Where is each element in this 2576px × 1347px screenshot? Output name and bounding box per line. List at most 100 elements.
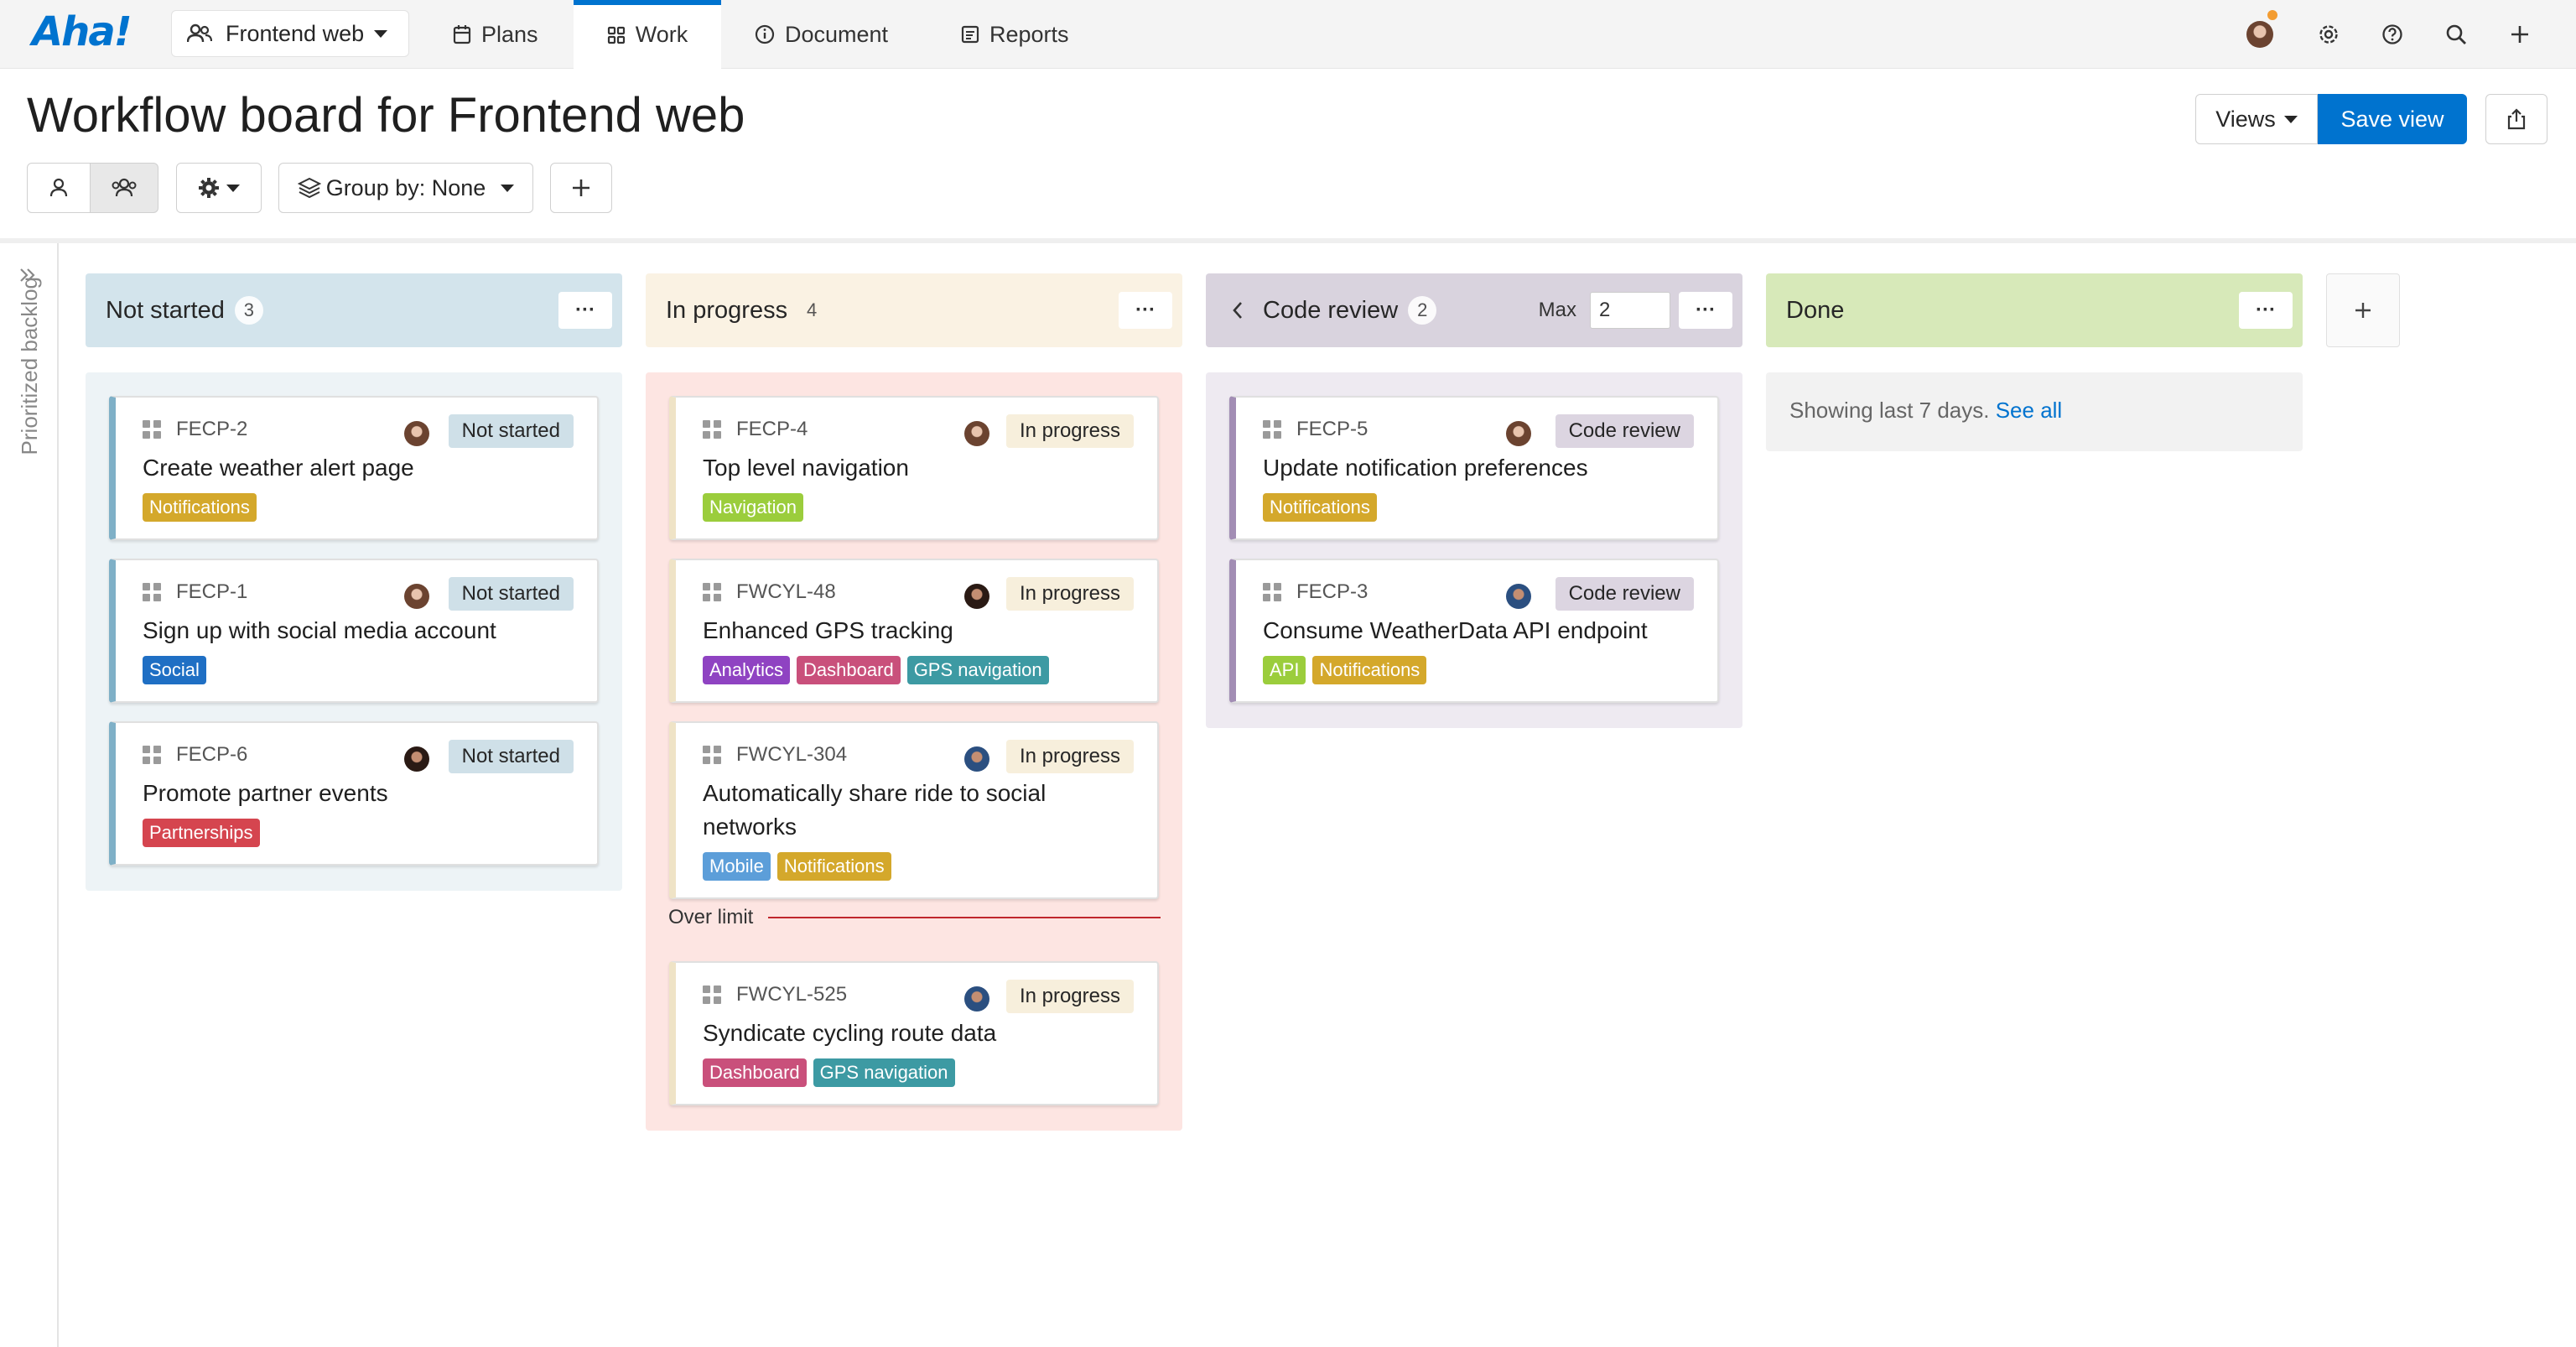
add-view-item-button[interactable]: [550, 163, 612, 213]
add-column-button[interactable]: [2326, 273, 2400, 347]
feature-card[interactable]: FECP-6 Not started Promote partner event…: [109, 721, 599, 866]
feature-card[interactable]: FWCYL-304 In progress Automatically shar…: [669, 721, 1159, 899]
column-count: 2: [1408, 296, 1437, 325]
status-badge[interactable]: In progress: [1005, 577, 1134, 611]
drag-handle-icon[interactable]: [703, 746, 721, 764]
card-title[interactable]: Sign up with social media account: [143, 617, 496, 643]
assignee-avatar[interactable]: [404, 421, 429, 446]
card-ref[interactable]: FECP-4: [736, 418, 808, 440]
column-body: FECP-4 In progress Top level navigation …: [646, 372, 1182, 1131]
drag-handle-icon[interactable]: [143, 746, 161, 764]
card-title[interactable]: Top level navigation: [703, 455, 909, 481]
assignee-avatar[interactable]: [964, 746, 989, 772]
user-avatar-button[interactable]: [2244, 8, 2279, 50]
tab-document[interactable]: Document: [738, 0, 905, 69]
feature-card[interactable]: FECP-5 Code review Update notification p…: [1229, 396, 1719, 540]
aha-logo[interactable]: Aha!: [32, 8, 132, 55]
share-button[interactable]: [2485, 94, 2547, 144]
assignee-avatar[interactable]: [404, 746, 429, 772]
assignee-avatar[interactable]: [964, 584, 989, 609]
column-count: 4: [806, 299, 818, 320]
column-header: Code review 2 Max ···: [1206, 273, 1742, 347]
tab-plans[interactable]: Plans: [436, 0, 555, 69]
double-chevron-right-icon[interactable]: [18, 267, 37, 283]
card-title[interactable]: Update notification preferences: [1263, 455, 1588, 481]
card-title[interactable]: Create weather alert page: [143, 455, 414, 481]
team-view-button[interactable]: [90, 163, 158, 213]
column-not-started: Not started 3 ··· FECP-2 Not started Cre…: [86, 273, 622, 891]
card-title[interactable]: Enhanced GPS tracking: [703, 617, 953, 643]
column-menu-button[interactable]: ···: [558, 292, 612, 329]
drag-handle-icon[interactable]: [1263, 420, 1281, 439]
column-menu-button[interactable]: ···: [1679, 292, 1732, 329]
feature-card[interactable]: FWCYL-525 In progress Syndicate cycling …: [669, 961, 1159, 1105]
column-menu-button[interactable]: ···: [2239, 292, 2293, 329]
card-ref[interactable]: FECP-5: [1296, 418, 1368, 440]
status-badge[interactable]: In progress: [1005, 980, 1134, 1013]
card-ref[interactable]: FECP-2: [176, 418, 248, 440]
drag-handle-icon[interactable]: [703, 420, 721, 439]
search-button[interactable]: [2440, 18, 2472, 50]
plus-icon: [573, 179, 589, 196]
sidebar-backlog-label[interactable]: Prioritized backlog: [17, 277, 42, 455]
card-ref[interactable]: FWCYL-304: [736, 743, 848, 766]
card-ref[interactable]: FECP-3: [1296, 580, 1368, 603]
calendar-icon: [453, 25, 471, 44]
status-badge[interactable]: Code review: [1555, 577, 1694, 611]
tab-work-label: Work: [635, 22, 688, 47]
card-ref[interactable]: FECP-6: [176, 743, 248, 766]
status-badge[interactable]: Code review: [1555, 414, 1694, 448]
add-button[interactable]: [2504, 18, 2536, 50]
card-ref[interactable]: FWCYL-48: [736, 580, 836, 603]
tab-plans-label: Plans: [481, 21, 538, 47]
feature-card[interactable]: FWCYL-48 In progress Enhanced GPS tracki…: [669, 559, 1159, 703]
single-user-view-button[interactable]: [27, 163, 91, 213]
tag: GPS navigation: [813, 1058, 955, 1087]
card-title[interactable]: Syndicate cycling route data: [703, 1020, 997, 1046]
feature-card[interactable]: FECP-4 In progress Top level navigation …: [669, 396, 1159, 540]
chevron-down-icon: [374, 29, 388, 38]
save-view-button[interactable]: Save view: [2318, 94, 2467, 144]
column-count: 3: [234, 296, 263, 325]
see-all-link[interactable]: See all: [1995, 398, 2063, 423]
feature-card[interactable]: FECP-3 Code review Consume WeatherData A…: [1229, 559, 1719, 703]
drag-handle-icon[interactable]: [703, 986, 721, 1004]
status-badge[interactable]: Not started: [448, 740, 574, 773]
card-ref[interactable]: FWCYL-525: [736, 983, 848, 1006]
tab-document-label: Document: [785, 21, 889, 47]
assignee-avatar[interactable]: [964, 986, 989, 1012]
assignee-avatar[interactable]: [404, 584, 429, 609]
views-dropdown[interactable]: Views: [2195, 94, 2318, 144]
board-settings-button[interactable]: [176, 163, 262, 213]
users-icon: [187, 23, 212, 43]
reports-icon: [961, 25, 979, 44]
card-title[interactable]: Promote partner events: [143, 780, 388, 806]
card-ref[interactable]: FECP-1: [176, 580, 248, 603]
assignee-avatar[interactable]: [964, 421, 989, 446]
backlog-sidebar[interactable]: [0, 243, 59, 1347]
drag-handle-icon[interactable]: [143, 583, 161, 601]
assignee-avatar[interactable]: [1506, 584, 1531, 609]
drag-handle-icon[interactable]: [1263, 583, 1281, 601]
settings-button[interactable]: [2313, 18, 2345, 50]
card-title[interactable]: Automatically share ride to social netwo…: [703, 780, 1046, 840]
help-button[interactable]: [2376, 18, 2408, 50]
tag: Social: [143, 656, 206, 684]
workspace-selector[interactable]: Frontend web: [171, 10, 409, 57]
tab-reports[interactable]: Reports: [944, 0, 1086, 69]
group-by-dropdown[interactable]: Group by: None: [278, 163, 533, 213]
wip-limit-input[interactable]: [1590, 292, 1670, 329]
chevron-left-icon[interactable]: [1231, 300, 1244, 320]
status-badge[interactable]: In progress: [1005, 414, 1134, 448]
card-title[interactable]: Consume WeatherData API endpoint: [1263, 617, 1648, 643]
status-badge[interactable]: Not started: [448, 577, 574, 611]
column-menu-button[interactable]: ···: [1119, 292, 1172, 329]
feature-card[interactable]: FECP-2 Not started Create weather alert …: [109, 396, 599, 540]
drag-handle-icon[interactable]: [143, 420, 161, 439]
feature-card[interactable]: FECP-1 Not started Sign up with social m…: [109, 559, 599, 703]
status-badge[interactable]: In progress: [1005, 740, 1134, 773]
drag-handle-icon[interactable]: [703, 583, 721, 601]
tab-work[interactable]: Work: [574, 0, 721, 70]
assignee-avatar[interactable]: [1506, 421, 1531, 446]
status-badge[interactable]: Not started: [448, 414, 574, 448]
